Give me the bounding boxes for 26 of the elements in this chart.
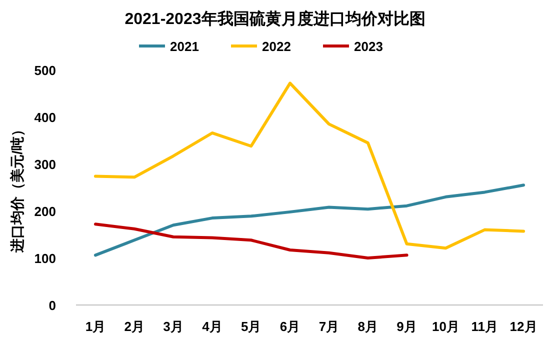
x-tick-label: 10月 <box>432 319 460 334</box>
y-tick-label: 0 <box>48 298 56 313</box>
y-tick-label: 500 <box>34 63 56 78</box>
x-tick-label: 2月 <box>124 319 144 334</box>
x-tick-label: 11月 <box>471 319 498 334</box>
y-tick-label: 100 <box>34 251 56 266</box>
x-tick-label: 5月 <box>241 319 262 334</box>
y-axis-title: 进口均价（美元/吨） <box>9 122 25 254</box>
y-tick-label: 400 <box>34 110 56 125</box>
y-tick-label: 300 <box>34 157 56 172</box>
y-tick-label: 200 <box>34 204 56 219</box>
x-tick-label: 1月 <box>85 319 106 334</box>
line-series <box>94 82 526 250</box>
x-tick-label: 8月 <box>358 319 378 334</box>
x-tick-label: 6月 <box>280 319 300 334</box>
legend-label: 2023 <box>354 39 383 54</box>
legend-label: 2022 <box>262 39 291 54</box>
chart-title: 2021-2023年我国硫黄月度进口均价对比图 <box>124 9 426 28</box>
line-series <box>94 222 408 260</box>
x-tick-label: 4月 <box>202 319 222 334</box>
legend-label: 2021 <box>170 39 199 54</box>
x-tick-label: 3月 <box>163 319 184 334</box>
line-series <box>94 184 526 257</box>
x-tick-label: 7月 <box>318 319 340 334</box>
x-tick-label: 9月 <box>396 319 417 334</box>
x-tick-label: 12月 <box>510 319 538 334</box>
